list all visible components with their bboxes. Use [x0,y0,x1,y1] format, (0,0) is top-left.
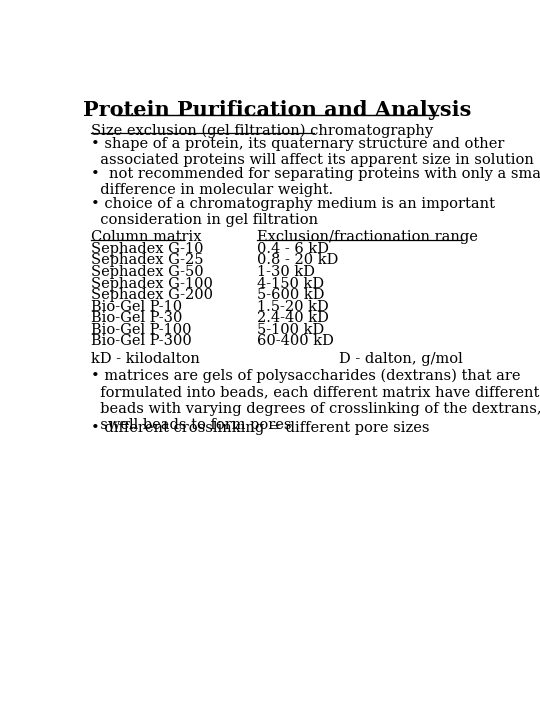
Text: 5-600 kD: 5-600 kD [258,288,325,302]
Text: 1-30 kD: 1-30 kD [258,265,315,279]
Text: Sephadex G-50: Sephadex G-50 [91,265,204,279]
Text: 60-400 kD: 60-400 kD [258,334,334,348]
Text: Exclusion/fractionation range: Exclusion/fractionation range [258,230,478,244]
Text: Protein Purification and Analysis: Protein Purification and Analysis [83,100,471,120]
Text: • matrices are gels of polysaccharides (dextrans) that are
  formulated into bea: • matrices are gels of polysaccharides (… [91,369,540,432]
Text: 0.8 - 20 kD: 0.8 - 20 kD [258,253,339,268]
Text: Bio-Gel P-30: Bio-Gel P-30 [91,311,182,325]
Text: D - dalton, g/mol: D - dalton, g/mol [339,352,463,366]
Text: 1.5-20 kD: 1.5-20 kD [258,300,329,314]
Text: Column matrix: Column matrix [91,230,201,244]
Text: Bio-Gel P-100: Bio-Gel P-100 [91,323,191,337]
Text: 2.4-40 kD: 2.4-40 kD [258,311,329,325]
Text: Sephadex G-200: Sephadex G-200 [91,288,213,302]
Text: 0.4 - 6 kD: 0.4 - 6 kD [258,242,329,256]
Text: • different crosslinking = different pore sizes: • different crosslinking = different por… [91,421,429,436]
Text: •  not recommended for separating proteins with only a small
  difference in mol: • not recommended for separating protein… [91,167,540,197]
Text: • choice of a chromatography medium is an important
  consideration in gel filtr: • choice of a chromatography medium is a… [91,197,495,228]
Text: Bio-Gel P-300: Bio-Gel P-300 [91,334,192,348]
Text: • shape of a protein, its quaternary structure and other
  associated proteins w: • shape of a protein, its quaternary str… [91,138,534,168]
Text: Bio-Gel P-10: Bio-Gel P-10 [91,300,182,314]
Text: kD - kilodalton: kD - kilodalton [91,352,200,366]
Text: 4-150 kD: 4-150 kD [258,276,325,291]
Text: Size exclusion (gel filtration) chromatography: Size exclusion (gel filtration) chromato… [91,123,433,138]
Text: Sephadex G-100: Sephadex G-100 [91,276,213,291]
Text: 5-100 kD: 5-100 kD [258,323,325,337]
Text: Sephadex G-25: Sephadex G-25 [91,253,203,268]
Text: Sephadex G-10: Sephadex G-10 [91,242,203,256]
